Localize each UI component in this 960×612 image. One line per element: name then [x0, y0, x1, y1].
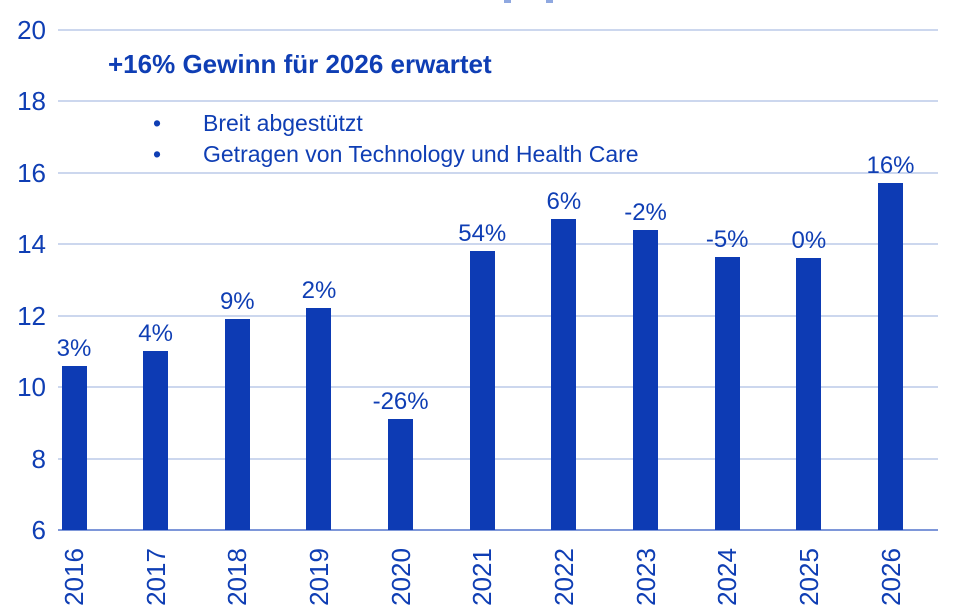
bar-value-label: -26% [372, 388, 429, 416]
gridline [58, 386, 938, 388]
chart-annotation-title: +16% Gewinn für 2026 erwartet [108, 49, 492, 79]
x-tick-label: 2025 [793, 548, 824, 606]
x-tick-label: 2026 [875, 548, 906, 606]
y-tick-label: 16 [17, 157, 46, 188]
x-tick-label: 2024 [712, 548, 743, 606]
bar [469, 251, 495, 530]
bar [633, 229, 659, 530]
x-tick-label: 2023 [630, 548, 661, 606]
gridline [58, 243, 938, 245]
bar [878, 183, 903, 530]
annotation-bullet-list: • Breit abgestützt • Getragen von Techno… [153, 108, 639, 170]
bar [224, 319, 250, 530]
gridline [58, 28, 938, 31]
bar-value-label: 9% [219, 288, 255, 316]
x-axis-line [58, 529, 938, 531]
gridline [58, 100, 938, 102]
gridline [58, 314, 938, 317]
bar [143, 351, 169, 530]
bar-value-label: 3% [56, 334, 92, 362]
bullet-item: • Breit abgestützt [153, 108, 639, 139]
bar-value-label: 16% [866, 152, 915, 180]
bar-value-label: -2% [624, 198, 667, 226]
x-tick-label: 2019 [303, 548, 334, 606]
y-tick-label: 14 [17, 229, 46, 259]
gridline [58, 171, 938, 174]
bar [61, 365, 87, 530]
x-tick-label: 2018 [222, 548, 253, 606]
y-tick-label: 20 [17, 14, 46, 45]
bar-value-label: 0% [791, 227, 827, 255]
clipped-title-remnant [546, 0, 553, 3]
y-tick-label: 6 [31, 515, 46, 545]
x-tick-label: 2016 [59, 548, 89, 606]
gridline [58, 457, 938, 460]
bullet-text: Breit abgestützt [203, 110, 363, 136]
bar [388, 419, 414, 530]
bar [306, 308, 332, 530]
bar-value-label: 6% [546, 187, 582, 215]
bullet-dot-icon: • [153, 141, 162, 167]
bar [714, 256, 740, 530]
bar-value-label: 54% [458, 220, 507, 248]
bullet-item: • Getragen von Technology und Health Car… [153, 139, 639, 170]
bullet-dot-icon: • [153, 110, 162, 136]
bar-value-label: -5% [705, 225, 749, 253]
x-tick-label: 2022 [548, 548, 579, 606]
x-tick-label: 2021 [467, 548, 498, 606]
y-tick-label: 18 [17, 86, 46, 116]
bar-value-label: 4% [138, 320, 173, 348]
bar-value-label: 2% [301, 277, 337, 305]
bullet-text: Getragen von Technology und Health Care [203, 141, 639, 167]
x-tick-label: 2017 [140, 548, 171, 606]
x-tick-label: 2020 [385, 548, 416, 606]
clipped-title-remnant [504, 0, 511, 3]
y-tick-label: 12 [17, 300, 46, 331]
bar [796, 258, 822, 530]
y-tick-label: 8 [31, 443, 46, 474]
bar [551, 218, 577, 530]
y-tick-label: 10 [17, 372, 46, 402]
